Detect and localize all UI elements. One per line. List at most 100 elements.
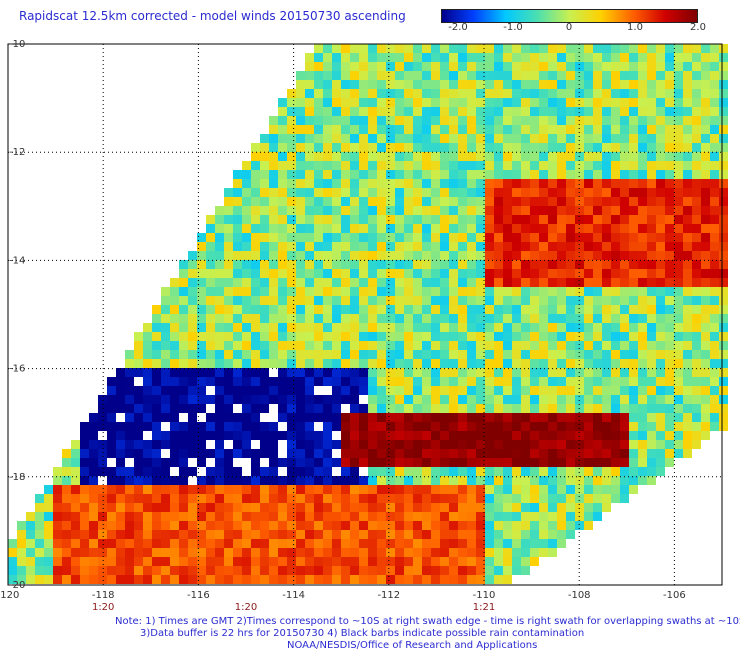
- heatmap-cell: [251, 548, 260, 557]
- heatmap-cell: [449, 431, 458, 440]
- heatmap-cell: [323, 296, 332, 305]
- heatmap-cell: [368, 503, 377, 512]
- heatmap-cell: [701, 278, 710, 287]
- heatmap-cell: [197, 476, 206, 485]
- heatmap-cell: [458, 566, 467, 575]
- heatmap-cell: [188, 305, 197, 314]
- heatmap-cell: [548, 206, 557, 215]
- heatmap-cell: [656, 107, 665, 116]
- heatmap-cell: [170, 377, 179, 386]
- heatmap-cell: [206, 260, 215, 269]
- heatmap-cell: [440, 98, 449, 107]
- heatmap-cell: [242, 206, 251, 215]
- heatmap-cell: [296, 530, 305, 539]
- heatmap-cell: [449, 440, 458, 449]
- heatmap-cell: [584, 404, 593, 413]
- heatmap-cell: [98, 557, 107, 566]
- heatmap-cell: [269, 197, 278, 206]
- heatmap-cell: [242, 287, 251, 296]
- heatmap-cell: [584, 269, 593, 278]
- heatmap-cell: [386, 422, 395, 431]
- heatmap-cell: [143, 494, 152, 503]
- heatmap-cell: [224, 323, 233, 332]
- heatmap-cell: [188, 539, 197, 548]
- heatmap-cell: [647, 431, 656, 440]
- heatmap-cell: [458, 467, 467, 476]
- heatmap-cell: [521, 530, 530, 539]
- heatmap-cell: [323, 107, 332, 116]
- heatmap-cell: [278, 386, 287, 395]
- heatmap-cell: [215, 476, 224, 485]
- heatmap-cell: [665, 53, 674, 62]
- heatmap-cell: [323, 368, 332, 377]
- heatmap-cell: [638, 197, 647, 206]
- heatmap-cell: [125, 476, 134, 485]
- heatmap-cell: [296, 404, 305, 413]
- heatmap-cell: [620, 494, 629, 503]
- heatmap-cell: [476, 152, 485, 161]
- heatmap-cell: [512, 89, 521, 98]
- heatmap-cell: [494, 296, 503, 305]
- heatmap-cell: [71, 449, 80, 458]
- heatmap-cell: [440, 152, 449, 161]
- heatmap-cell: [377, 170, 386, 179]
- heatmap-cell: [359, 503, 368, 512]
- heatmap-cell: [611, 125, 620, 134]
- heatmap-cell: [557, 107, 566, 116]
- heatmap-cell: [395, 233, 404, 242]
- heatmap-cell: [305, 170, 314, 179]
- heatmap-cell: [602, 404, 611, 413]
- heatmap-cell: [323, 332, 332, 341]
- heatmap-cell: [458, 179, 467, 188]
- heatmap-cell: [260, 494, 269, 503]
- heatmap-cell: [458, 377, 467, 386]
- heatmap-cell: [638, 251, 647, 260]
- heatmap-cell: [260, 539, 269, 548]
- heatmap-cell: [377, 422, 386, 431]
- heatmap-cell: [449, 449, 458, 458]
- heatmap-cell: [341, 62, 350, 71]
- heatmap-cell: [314, 476, 323, 485]
- heatmap-cell: [611, 107, 620, 116]
- heatmap-cell: [395, 215, 404, 224]
- heatmap-cell: [494, 458, 503, 467]
- heatmap-cell: [710, 215, 719, 224]
- heatmap-cell: [386, 305, 395, 314]
- heatmap-cell: [215, 485, 224, 494]
- heatmap-cell: [17, 521, 26, 530]
- heatmap-cell: [638, 278, 647, 287]
- heatmap-cell: [485, 233, 494, 242]
- heatmap-cell: [341, 98, 350, 107]
- heatmap-cell: [638, 350, 647, 359]
- heatmap-cell: [620, 404, 629, 413]
- heatmap-cell: [125, 350, 134, 359]
- heatmap-cell: [143, 350, 152, 359]
- heatmap-cell: [314, 458, 323, 467]
- heatmap-cell: [341, 260, 350, 269]
- heatmap-cell: [269, 125, 278, 134]
- heatmap-cell: [539, 179, 548, 188]
- heatmap-cell: [584, 107, 593, 116]
- heatmap-cell: [359, 566, 368, 575]
- heatmap-cell: [269, 413, 278, 422]
- heatmap-cell: [620, 134, 629, 143]
- heatmap-cell: [521, 341, 530, 350]
- heatmap-cell: [197, 548, 206, 557]
- heatmap-cell: [719, 287, 728, 296]
- heatmap-cell: [476, 251, 485, 260]
- heatmap-cell: [350, 323, 359, 332]
- heatmap-cell: [710, 386, 719, 395]
- heatmap-cell: [413, 71, 422, 80]
- heatmap-cell: [44, 539, 53, 548]
- heatmap-cell: [485, 287, 494, 296]
- heatmap-cell: [602, 305, 611, 314]
- heatmap-cell: [548, 539, 557, 548]
- heatmap-cell: [512, 512, 521, 521]
- heatmap-cell: [476, 179, 485, 188]
- heatmap-cell: [710, 269, 719, 278]
- heatmap-cell: [467, 557, 476, 566]
- heatmap-cell: [512, 242, 521, 251]
- x-tick-label: -110: [473, 590, 496, 601]
- heatmap-cell: [242, 179, 251, 188]
- heatmap-cell: [341, 224, 350, 233]
